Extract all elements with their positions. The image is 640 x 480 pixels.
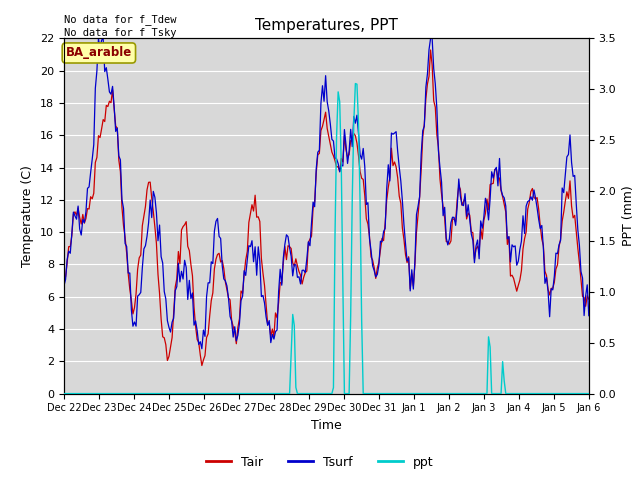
- Text: No data for f_Tdew
No data for f_Tsky: No data for f_Tdew No data for f_Tsky: [64, 14, 177, 38]
- Title: Temperatures, PPT: Temperatures, PPT: [255, 18, 398, 33]
- Y-axis label: Temperature (C): Temperature (C): [22, 165, 35, 267]
- Y-axis label: PPT (mm): PPT (mm): [622, 186, 635, 246]
- X-axis label: Time: Time: [311, 419, 342, 432]
- Legend: Tair, Tsurf, ppt: Tair, Tsurf, ppt: [202, 451, 438, 474]
- Text: BA_arable: BA_arable: [66, 47, 132, 60]
